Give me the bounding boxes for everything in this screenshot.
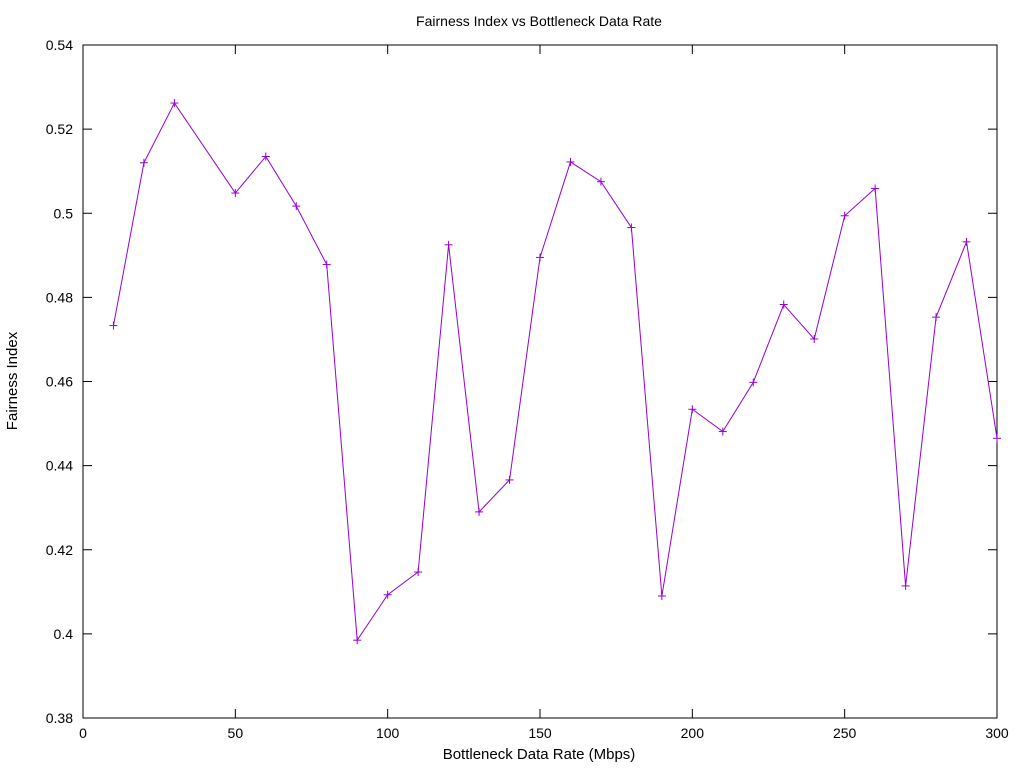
x-tick-label: 200 bbox=[681, 725, 705, 741]
data-point bbox=[810, 335, 819, 344]
y-tick-label: 0.52 bbox=[46, 121, 73, 137]
y-tick-label: 0.42 bbox=[46, 542, 73, 558]
x-tick-label: 300 bbox=[985, 725, 1009, 741]
data-point bbox=[139, 158, 148, 167]
y-tick-label: 0.48 bbox=[46, 289, 73, 305]
series-line bbox=[112, 102, 998, 642]
data-point bbox=[536, 253, 544, 262]
data-point bbox=[292, 202, 301, 211]
data-point bbox=[414, 568, 423, 577]
data-point bbox=[475, 507, 484, 516]
y-tick-label: 0.46 bbox=[46, 374, 73, 390]
data-point bbox=[718, 427, 727, 436]
y-tick-label: 0.54 bbox=[46, 37, 73, 53]
data-point bbox=[444, 240, 453, 249]
data-point bbox=[962, 237, 971, 246]
data-point bbox=[627, 223, 636, 232]
plot-frame bbox=[82, 44, 998, 719]
data-point bbox=[901, 581, 910, 590]
series-layer bbox=[109, 99, 1001, 645]
data-point bbox=[657, 592, 666, 601]
data-point bbox=[383, 590, 392, 599]
data-point bbox=[871, 184, 880, 193]
data-point bbox=[231, 189, 240, 198]
data-point bbox=[170, 99, 179, 108]
y-tick-label: 0.38 bbox=[46, 710, 73, 726]
y-tick-label: 0.5 bbox=[54, 205, 74, 221]
data-point bbox=[993, 434, 1001, 443]
x-axis: 0 50 100 150 200 250 300 bbox=[79, 45, 1009, 741]
data-point bbox=[353, 636, 362, 645]
data-point bbox=[566, 157, 575, 166]
y-axis-label: Fairness Index bbox=[4, 331, 21, 430]
chart-title: Fairness Index vs Bottleneck Data Rate bbox=[416, 13, 662, 29]
data-point bbox=[779, 300, 788, 309]
data-point bbox=[322, 260, 331, 269]
data-point bbox=[109, 321, 118, 330]
x-tick-label: 150 bbox=[528, 725, 552, 741]
data-point bbox=[261, 152, 270, 161]
y-tick-label: 0.4 bbox=[54, 626, 74, 642]
x-tick-label: 0 bbox=[79, 725, 87, 741]
data-point bbox=[688, 405, 697, 414]
x-tick-label: 100 bbox=[376, 725, 400, 741]
y-tick-label: 0.44 bbox=[46, 458, 73, 474]
x-tick-label: 250 bbox=[833, 725, 857, 741]
data-point bbox=[840, 211, 849, 220]
data-point bbox=[505, 475, 514, 484]
data-point bbox=[596, 177, 605, 186]
x-axis-label: Bottleneck Data Rate (Mbps) bbox=[443, 746, 636, 763]
x-tick-label: 50 bbox=[228, 725, 244, 741]
data-point bbox=[749, 378, 758, 387]
data-point bbox=[932, 313, 941, 322]
y-axis: 0.38 0.4 0.42 0.44 0.46 0.48 0.5 0.52 0.54 bbox=[46, 37, 997, 726]
